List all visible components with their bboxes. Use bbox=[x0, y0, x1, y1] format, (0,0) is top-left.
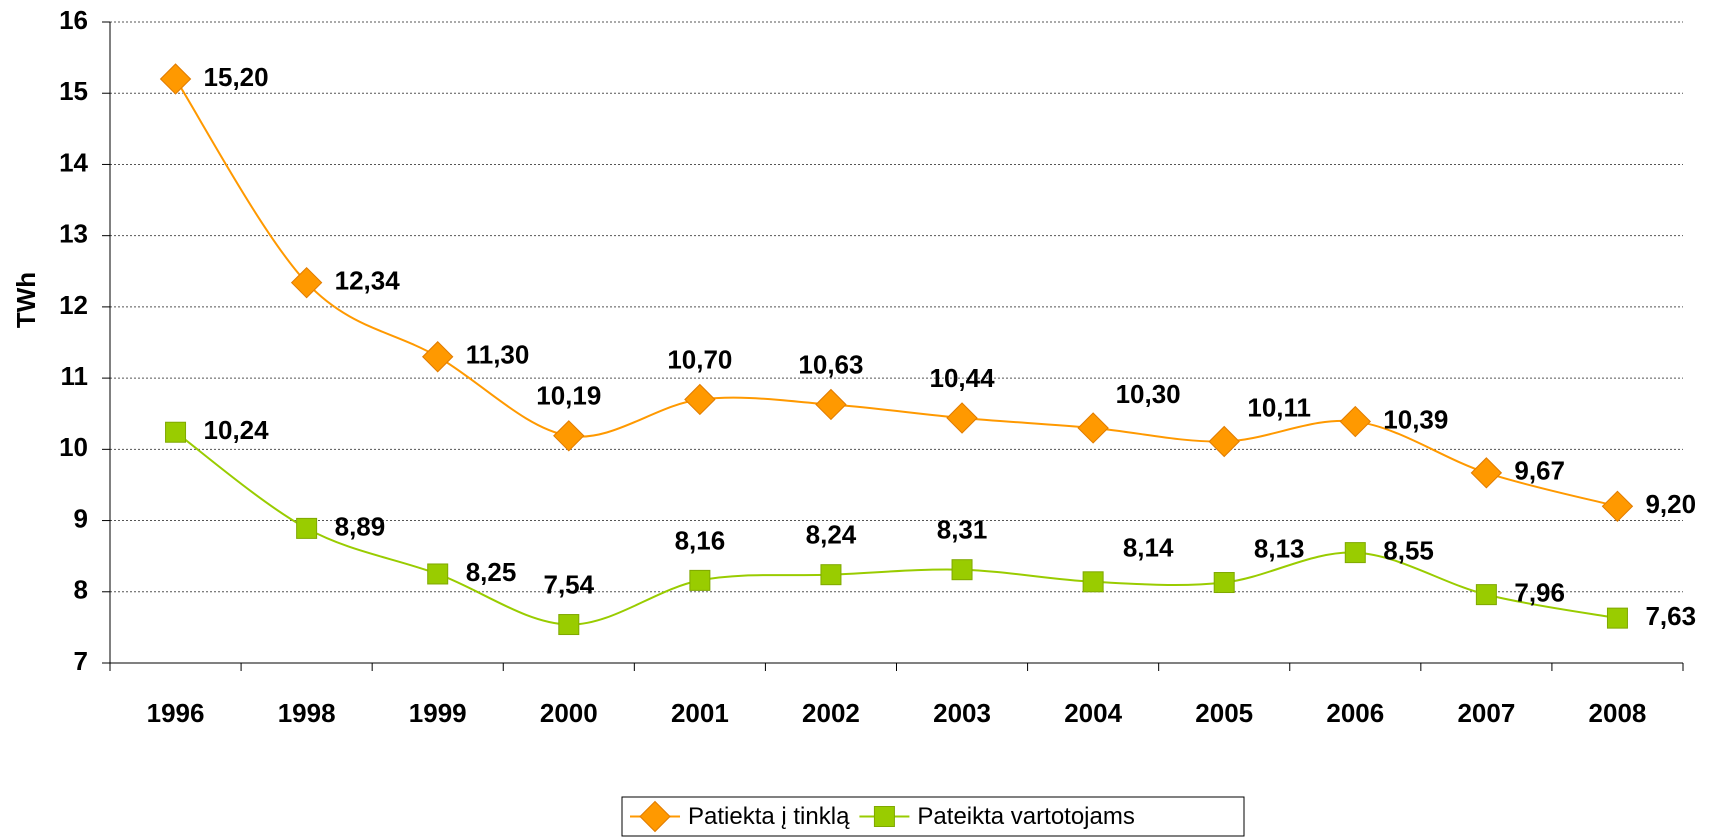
marker bbox=[553, 420, 585, 452]
x-tick-label: 2007 bbox=[1457, 698, 1515, 728]
marker bbox=[1470, 457, 1503, 489]
y-tick-label: 7 bbox=[74, 646, 88, 676]
x-tick-label: 1996 bbox=[147, 698, 205, 728]
marker bbox=[1475, 584, 1497, 606]
data-label: 10,70 bbox=[667, 344, 732, 374]
marker bbox=[422, 341, 454, 373]
marker bbox=[427, 563, 449, 585]
data-label: 8,89 bbox=[335, 511, 386, 541]
legend-text: Pateikta vartotojams bbox=[917, 803, 1134, 830]
y-tick-label: 15 bbox=[59, 76, 88, 106]
marker bbox=[1601, 490, 1634, 523]
x-tick-label: 2002 bbox=[802, 698, 860, 728]
marker bbox=[820, 564, 842, 586]
data-label: 10,30 bbox=[1116, 379, 1181, 409]
x-tick-label: 2001 bbox=[671, 698, 729, 728]
marker bbox=[1077, 412, 1109, 444]
marker bbox=[1082, 571, 1104, 593]
data-label: 10,11 bbox=[1247, 392, 1311, 422]
x-tick-label: 2003 bbox=[933, 698, 991, 728]
legend-box bbox=[621, 796, 1245, 837]
legend-text: Patiekta į tinklą bbox=[688, 803, 850, 830]
data-label: 8,13 bbox=[1254, 533, 1305, 563]
x-tick-label: 1998 bbox=[278, 698, 336, 728]
data-label: 9,67 bbox=[1514, 456, 1565, 486]
data-label: 15,20 bbox=[204, 62, 269, 92]
marker bbox=[1344, 542, 1366, 564]
data-label: 10,24 bbox=[204, 415, 270, 445]
x-tick-label: 2008 bbox=[1589, 698, 1647, 728]
data-label: 8,55 bbox=[1383, 535, 1434, 565]
legend: Patiekta į tinklą Pateikta vartotojams bbox=[621, 796, 1245, 837]
marker bbox=[1606, 607, 1628, 629]
data-label: 10,39 bbox=[1383, 404, 1448, 434]
data-label: 10,63 bbox=[798, 349, 863, 379]
y-tick-label: 12 bbox=[59, 290, 88, 320]
y-tick-label: 16 bbox=[59, 5, 88, 35]
marker bbox=[1339, 405, 1371, 438]
marker bbox=[290, 266, 323, 299]
y-tick-label: 13 bbox=[59, 219, 88, 249]
marker bbox=[946, 402, 978, 434]
data-label: 10,44 bbox=[930, 363, 996, 393]
x-tick-label: 2004 bbox=[1064, 698, 1122, 728]
data-label: 9,20 bbox=[1645, 489, 1696, 519]
marker bbox=[159, 63, 192, 95]
data-label: 7,54 bbox=[543, 569, 594, 599]
marker bbox=[815, 388, 847, 421]
marker bbox=[684, 383, 716, 416]
marker bbox=[689, 569, 711, 591]
data-label: 8,16 bbox=[675, 525, 726, 555]
data-label: 10,19 bbox=[536, 381, 601, 411]
x-tick-label: 1999 bbox=[409, 698, 467, 728]
data-label: 12,34 bbox=[335, 266, 401, 296]
marker bbox=[165, 421, 187, 443]
y-tick-label: 11 bbox=[61, 361, 89, 391]
x-tick-label: 2000 bbox=[540, 698, 598, 728]
marker bbox=[873, 806, 895, 827]
y-axis-label: TWh bbox=[11, 272, 41, 328]
series-line bbox=[174, 431, 1618, 626]
y-tick-label: 8 bbox=[74, 575, 88, 605]
data-label: 8,25 bbox=[466, 557, 517, 587]
data-label: 11,30 bbox=[466, 340, 530, 370]
y-tick-label: 10 bbox=[59, 432, 88, 462]
marker bbox=[296, 517, 318, 539]
y-tick-label: 14 bbox=[59, 147, 88, 177]
marker bbox=[558, 614, 580, 636]
x-tick-label: 2006 bbox=[1326, 698, 1384, 728]
marker bbox=[1213, 572, 1235, 594]
data-label: 7,96 bbox=[1514, 578, 1565, 608]
x-tick-label: 2005 bbox=[1195, 698, 1253, 728]
marker bbox=[1208, 425, 1240, 458]
data-label: 8,24 bbox=[806, 520, 857, 550]
data-label: 8,14 bbox=[1123, 533, 1174, 563]
data-label: 8,31 bbox=[937, 515, 988, 545]
data-label: 7,63 bbox=[1645, 601, 1696, 631]
marker bbox=[639, 800, 671, 833]
y-tick-label: 9 bbox=[74, 503, 88, 533]
marker bbox=[951, 559, 973, 581]
